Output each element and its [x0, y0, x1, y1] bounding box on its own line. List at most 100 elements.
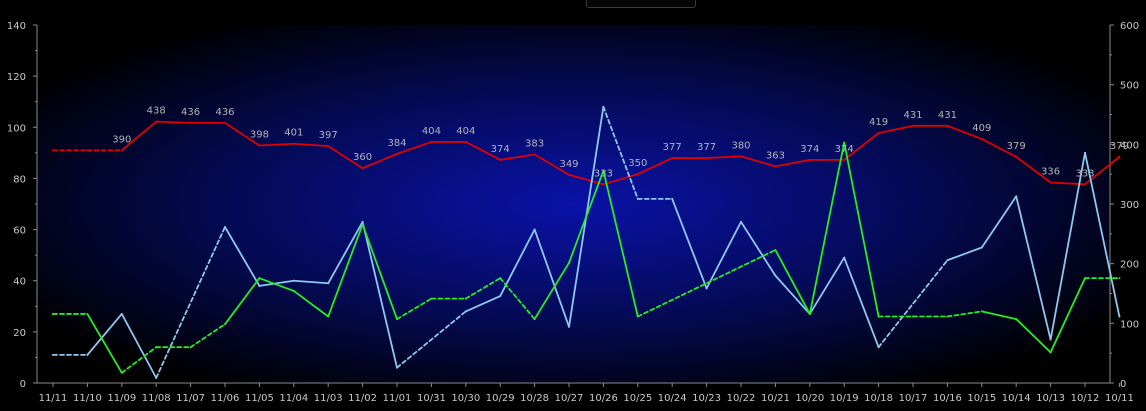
- x-tick-label: 10/30: [451, 393, 480, 404]
- series-0-point: [1084, 183, 1086, 186]
- series-0-data-label: 419: [869, 117, 888, 128]
- x-tick-label: 10/29: [486, 393, 515, 404]
- x-tick-label: 11/11: [39, 393, 68, 404]
- series-2-segment: [189, 323, 226, 349]
- series-0-segment: [155, 120, 192, 124]
- left-tick-label: 80: [13, 174, 26, 185]
- series-1-segment: [980, 195, 1018, 249]
- series-2-segment: [464, 277, 502, 300]
- x-tick-label: 11/07: [176, 393, 205, 404]
- x-tick-label: 10/23: [692, 393, 721, 404]
- series-0-point: [120, 149, 123, 152]
- series-2-point: [327, 315, 330, 318]
- series-2-point: [189, 346, 192, 349]
- series-0-segment: [533, 153, 570, 176]
- series-1-point: [1049, 338, 1052, 341]
- series-0-data-label: 333: [1075, 168, 1094, 179]
- series-1-point: [464, 310, 467, 313]
- right-tick-label: 100: [1120, 319, 1139, 330]
- series-1-segment: [224, 226, 261, 287]
- series-2-point: [1084, 277, 1086, 280]
- series-2-point: [86, 312, 89, 315]
- series-0-point: [292, 142, 295, 145]
- series-2-segment: [396, 297, 433, 320]
- x-tick-label: 11/04: [279, 393, 308, 404]
- x-tick-label: 10/27: [555, 393, 584, 404]
- series-2-segment: [533, 261, 570, 320]
- axes: 0 20 40 60 80 100 120 140 0 100 200 300 400 500 600 11/…: [7, 21, 1139, 404]
- series-0-point: [877, 131, 880, 134]
- series-2-point: [258, 277, 261, 280]
- series-2-point: [1118, 277, 1121, 280]
- series-2-point: [843, 141, 846, 144]
- series-0-point: [636, 173, 639, 176]
- series-2-point: [1015, 318, 1018, 321]
- series-2-point: [980, 310, 983, 313]
- series-2-segment: [843, 141, 880, 318]
- series-0-data-label: 431: [938, 110, 957, 121]
- series-0-point: [1118, 155, 1121, 158]
- series-0-point: [52, 149, 54, 152]
- series-0-data-label: 350: [628, 158, 647, 169]
- series-1-point: [120, 312, 123, 315]
- x-tick-label: 11/01: [383, 393, 412, 404]
- series-0-data-label: 438: [147, 106, 166, 117]
- series-0-data-label: 383: [525, 138, 544, 149]
- series-1-segment: [155, 226, 226, 379]
- series-2-point: [396, 318, 398, 321]
- x-tick-label: 11/05: [245, 393, 274, 404]
- series-1-point: [86, 353, 89, 356]
- x-tick-label: 10/21: [761, 393, 790, 404]
- series-2-point: [533, 318, 536, 321]
- series-0-data-label: 409: [972, 123, 991, 134]
- series-1-point: [52, 353, 54, 356]
- x-tick-label: 11/02: [348, 393, 377, 404]
- series-0-segment: [292, 142, 330, 148]
- series-1-point: [1118, 315, 1121, 318]
- series-1-point: [1084, 151, 1086, 154]
- series-0-point: [980, 137, 983, 140]
- series-0-point: [327, 145, 330, 148]
- series-0-data-label: 384: [387, 138, 406, 149]
- series-0-point: [155, 120, 158, 123]
- series-2-segment: [258, 277, 295, 292]
- series-1-point: [705, 287, 708, 290]
- series-0-data-label: 436: [215, 107, 234, 118]
- series-1-point: [740, 220, 742, 223]
- series-0-segment: [361, 152, 398, 170]
- series-1-segment: [946, 246, 983, 262]
- series-0-data-label: 360: [353, 152, 372, 163]
- left-tick-label: 40: [13, 277, 26, 288]
- right-tick-label: 500: [1120, 81, 1139, 92]
- series-1-point: [843, 256, 846, 259]
- series-2-point: [568, 261, 570, 264]
- series-0-segment: [120, 120, 158, 152]
- series-0-data-label: 380: [731, 140, 750, 151]
- series-0-segment: [602, 173, 639, 186]
- series-layer: [52, 105, 1121, 379]
- series-0-point: [946, 124, 949, 127]
- series-0-point: [740, 155, 742, 158]
- top-tab[interactable]: [586, 0, 696, 8]
- series-0-point: [1015, 155, 1018, 158]
- series-2-point: [602, 169, 605, 172]
- series-0-data-label: 379: [1007, 141, 1026, 152]
- right-tick-label: 400: [1120, 140, 1139, 151]
- series-1-point: [602, 105, 605, 108]
- series-2-segment: [292, 290, 330, 318]
- series-1-segment: [292, 279, 330, 285]
- x-tick-label: 10/15: [967, 393, 996, 404]
- series-0-segment: [705, 155, 742, 159]
- series-1-point: [533, 228, 536, 231]
- x-tick-label: 10/18: [864, 393, 893, 404]
- series-0-data-label: 404: [456, 126, 475, 137]
- series-1-point: [361, 220, 364, 223]
- series-1-point: [224, 226, 226, 229]
- series-1-point: [671, 197, 674, 200]
- series-0-point: [464, 140, 467, 143]
- left-tick-label: 0: [20, 379, 26, 390]
- x-tick-label: 10/20: [795, 393, 824, 404]
- series-0-point: [602, 183, 605, 186]
- series-0-data-label: 397: [319, 130, 338, 141]
- x-tick-label: 10/26: [589, 393, 618, 404]
